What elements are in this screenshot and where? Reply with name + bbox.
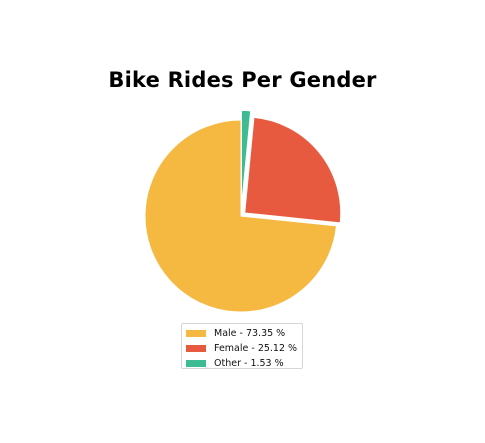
legend-item-other: Other - 1.53 %	[186, 356, 302, 371]
pie-slice-female	[244, 116, 342, 224]
pie-slice-male	[144, 119, 338, 313]
legend-label-female: Female - 25.12 %	[214, 343, 298, 354]
legend: Male - 73.35 % Female - 25.12 % Other - …	[181, 323, 303, 369]
legend-swatch-male	[186, 330, 206, 337]
legend-swatch-other	[186, 360, 206, 367]
chart-title: Bike Rides Per Gender	[108, 68, 377, 92]
legend-item-female: Female - 25.12 %	[186, 341, 302, 356]
legend-item-male: Male - 73.35 %	[186, 326, 302, 341]
pie-slice-other	[240, 109, 252, 207]
legend-swatch-female	[186, 345, 206, 352]
legend-label-other: Other - 1.53 %	[214, 358, 284, 369]
legend-label-male: Male - 73.35 %	[214, 328, 286, 339]
